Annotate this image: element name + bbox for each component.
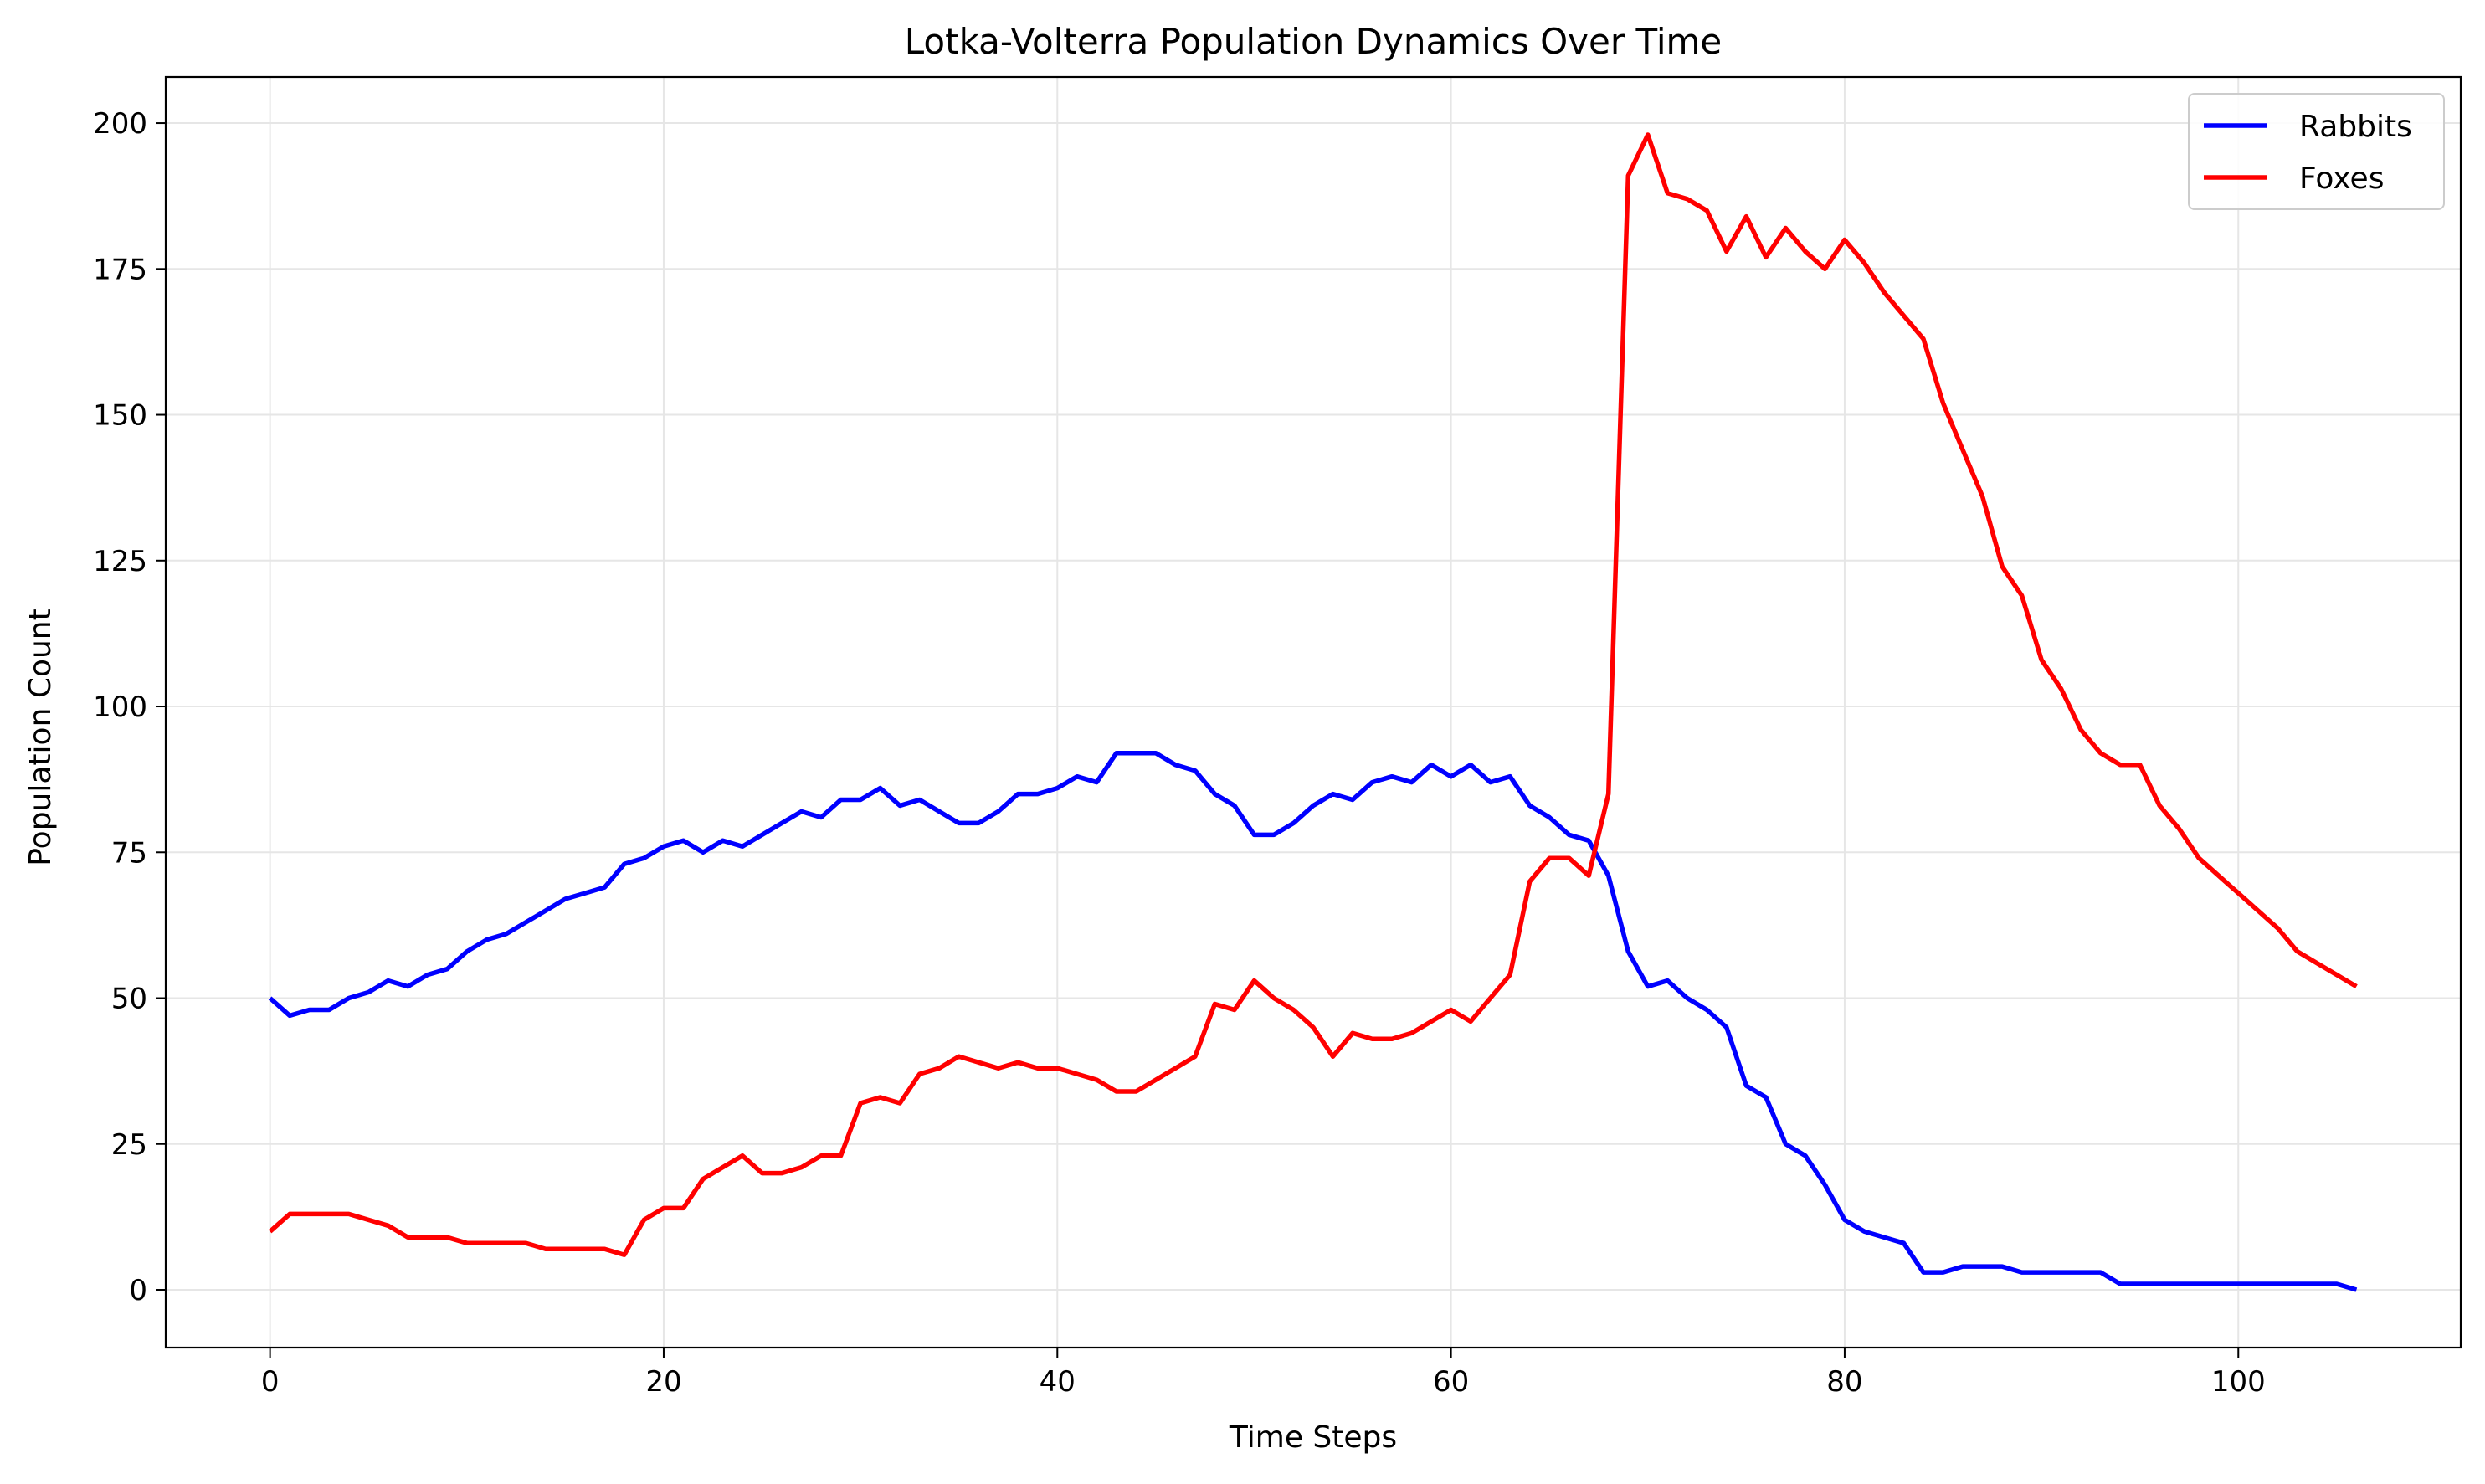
series-line-rabbits	[268, 751, 2358, 1292]
grid-lines	[166, 77, 2461, 1348]
x-tick-label: 40	[1040, 1365, 1076, 1399]
y-tick-label: 200	[93, 107, 147, 141]
legend-box	[2188, 93, 2445, 210]
axis-ticks: 0 20 40 60 80 100 0 25 50 75 100 125 150 175 200	[93, 107, 2266, 1399]
x-axis-label: Time Steps	[1229, 1420, 1397, 1455]
legend: Rabbits Foxes	[2188, 93, 2445, 210]
y-tick-label: 50	[111, 983, 147, 1016]
x-tick-label: 80	[1826, 1365, 1862, 1399]
y-tick-label: 150	[93, 399, 147, 433]
x-tick-label: 0	[261, 1365, 280, 1399]
legend-label-foxes: Foxes	[2299, 162, 2384, 196]
legend-label-rabbits: Rabbits	[2299, 110, 2412, 144]
y-tick-label: 175	[93, 253, 147, 286]
y-tick-label: 100	[93, 691, 147, 724]
y-tick-label: 75	[111, 836, 147, 870]
x-tick-label: 100	[2211, 1365, 2266, 1399]
y-tick-label: 25	[111, 1128, 147, 1162]
y-tick-label: 125	[93, 545, 147, 578]
chart-title: Lotka-Volterra Population Dynamics Over …	[905, 21, 1723, 62]
series-lines	[268, 132, 2358, 1292]
series-line-foxes	[268, 132, 2358, 1257]
y-tick-label: 0	[129, 1274, 147, 1307]
plot-frame	[164, 75, 2462, 1349]
y-axis-label: Population Count	[23, 608, 58, 866]
x-tick-label: 20	[645, 1365, 681, 1399]
x-tick-label: 60	[1433, 1365, 1469, 1399]
